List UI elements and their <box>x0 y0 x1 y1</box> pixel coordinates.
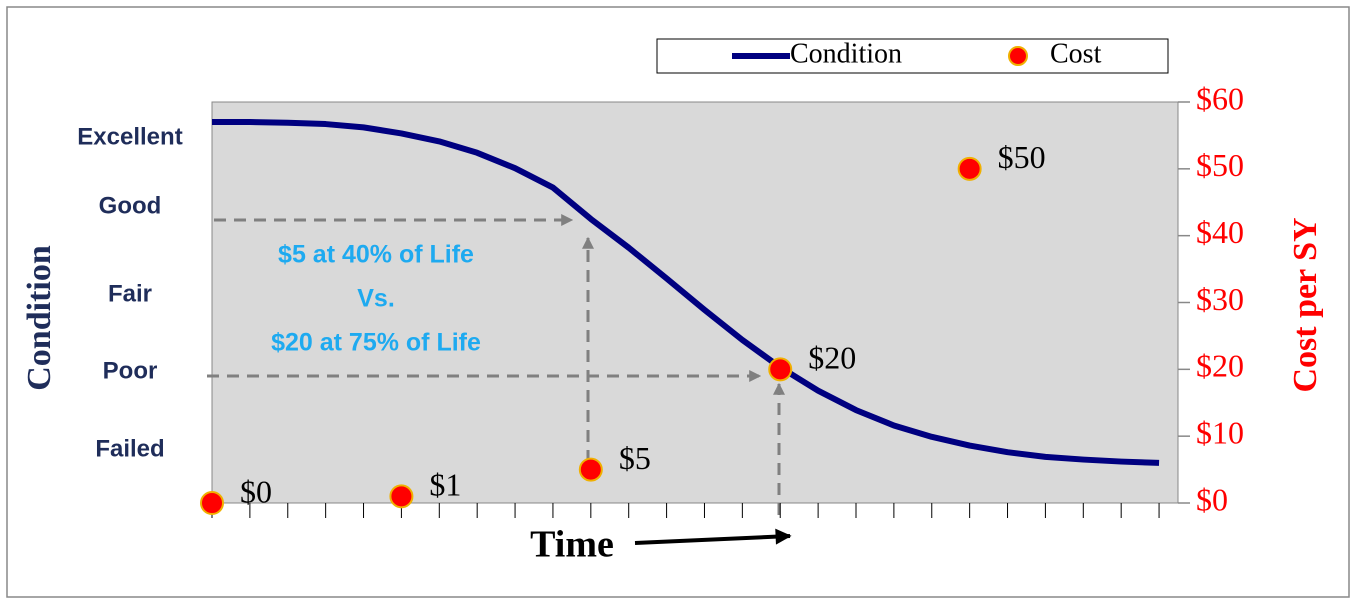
y2-tick-label: $20 <box>1196 348 1244 384</box>
legend-label: Condition <box>790 38 902 69</box>
legend-marker <box>1008 46 1028 66</box>
data-label: $1 <box>429 467 461 503</box>
data-label: $5 <box>619 440 651 476</box>
y2-tick-label: $0 <box>1196 481 1228 517</box>
legend-label: Cost <box>1050 38 1102 69</box>
y2-tick-label: $60 <box>1196 80 1244 116</box>
legend: Condition Cost <box>656 38 1169 74</box>
cost-point <box>578 457 603 482</box>
time-arrow <box>634 528 792 545</box>
cost-point <box>200 491 224 515</box>
condition-line <box>212 119 1160 466</box>
x-axis-title: Time <box>530 524 614 566</box>
annotation-arrows <box>207 214 785 515</box>
annotation: $5 at 40% of Life <box>278 241 474 269</box>
y2-tick-label: $30 <box>1196 281 1244 317</box>
y2-tick-label: $50 <box>1196 147 1244 183</box>
y-axis-title: Condition <box>21 245 58 391</box>
y-tick-label: Failed <box>95 436 164 463</box>
annotation: Vs. <box>357 285 395 313</box>
y-tick-label: Poor <box>103 357 158 384</box>
annotation: $20 at 75% of Life <box>271 329 481 357</box>
cost-point <box>957 156 982 181</box>
y2-tick-label: $10 <box>1196 415 1244 451</box>
data-label: $20 <box>808 340 856 376</box>
y2-axis-title: Cost per SY <box>1287 217 1324 392</box>
cost-point <box>389 484 414 509</box>
y-tick-label: Excellent <box>77 123 182 150</box>
y-tick-label: Fair <box>108 280 152 307</box>
data-label: $50 <box>998 139 1046 175</box>
y2-tick-label: $40 <box>1196 214 1244 250</box>
cost-point <box>768 357 793 382</box>
data-label: $0 <box>240 473 272 509</box>
y-tick-label: Good <box>99 192 162 219</box>
